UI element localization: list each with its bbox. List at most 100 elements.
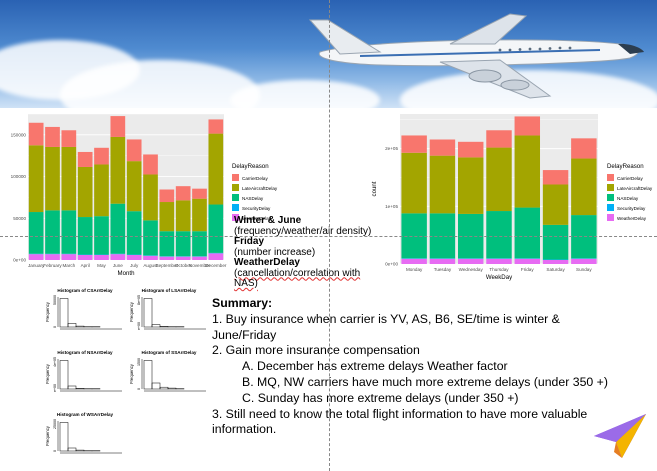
histogram-y-tick: 8e+05 bbox=[137, 295, 141, 305]
bar-segment-lateaircraftdelay bbox=[192, 198, 207, 232]
x-tick-label: September bbox=[156, 263, 179, 268]
bar-segment-carrierdelay bbox=[175, 186, 191, 201]
bar-segment-lateaircraftdelay bbox=[143, 174, 158, 221]
histogram-bar bbox=[75, 449, 85, 452]
guide-line-vertical bbox=[329, 0, 330, 471]
histogram-bar bbox=[59, 360, 69, 390]
bar-segment-lateaircraftdelay bbox=[514, 135, 541, 208]
histogram-lsarrdelay: Histogram of LSArrDelay0e+008e+050500100… bbox=[129, 288, 206, 330]
legend-swatch bbox=[232, 184, 239, 191]
legend-swatch bbox=[607, 214, 614, 221]
bar-segment-nasdelay bbox=[159, 231, 175, 257]
summary-item-2: 2. Gain more insurance compensation bbox=[212, 343, 420, 358]
x-tick-label: Tuesday bbox=[434, 267, 452, 272]
bar-segment-weatherdelay bbox=[175, 256, 191, 260]
histogram-bar bbox=[75, 325, 85, 328]
x-tick-label: August bbox=[143, 263, 158, 268]
summary-item-3: 3. Still need to know the total flight i… bbox=[212, 406, 588, 437]
bar-segment-weatherdelay bbox=[514, 258, 541, 264]
legend-label: CarrierDelay bbox=[242, 176, 268, 181]
bar-segment-weatherdelay bbox=[486, 258, 512, 264]
y-tick-label: 0e+00 bbox=[385, 262, 398, 267]
legend-swatch bbox=[232, 174, 239, 181]
histogram-bar bbox=[67, 447, 77, 452]
bar-segment-carrierdelay bbox=[571, 138, 597, 159]
bar-segment-weatherdelay bbox=[110, 254, 126, 260]
bar-segment-nasdelay bbox=[126, 211, 142, 255]
histogram-bar bbox=[59, 298, 69, 328]
summary-item-2a: A. December has extreme delays Weather f… bbox=[242, 359, 508, 374]
x-tick-label: Monday bbox=[406, 267, 423, 272]
bar-segment-weatherdelay bbox=[61, 254, 77, 260]
bar-segment-carrierdelay bbox=[126, 139, 142, 162]
histogram-y-tick: 0 bbox=[53, 450, 57, 452]
x-tick-label: Wednesday bbox=[459, 267, 484, 272]
legend-swatch bbox=[607, 174, 614, 181]
legend-swatch bbox=[232, 214, 239, 221]
annotation-friday: Friday bbox=[234, 236, 265, 247]
histogram-bar bbox=[67, 385, 77, 390]
bar-segment-weatherdelay bbox=[542, 259, 569, 264]
bar-segment-carrierdelay bbox=[77, 151, 93, 167]
bar-segment-weatherdelay bbox=[457, 258, 484, 264]
legend-swatch bbox=[232, 204, 239, 211]
bar-segment-nasdelay bbox=[28, 212, 44, 254]
bar-segment-carrierdelay bbox=[457, 141, 484, 158]
bar-segment-weatherdelay bbox=[401, 258, 427, 264]
legend-label: SecurityDelay bbox=[242, 206, 271, 211]
bar-segment-carrierdelay bbox=[45, 126, 60, 147]
legend-swatch bbox=[607, 184, 614, 191]
x-tick-label: Sunday bbox=[576, 267, 592, 272]
x-tick-label: Saturday bbox=[546, 267, 565, 272]
y-tick-label: 50000 bbox=[13, 216, 26, 221]
airplane-icon bbox=[308, 13, 644, 99]
annotation-winter: Winter & June bbox=[234, 215, 302, 226]
bar-segment-carrierdelay bbox=[429, 139, 456, 156]
histogram-title: Histogram of WSArrDelay bbox=[57, 412, 114, 417]
banner-sky bbox=[0, 0, 657, 108]
bar-segment-nasdelay bbox=[94, 216, 109, 255]
annotation-winter-note: (frequency/weather/air density) bbox=[234, 225, 372, 237]
histogram-y-tick: 0e+00 bbox=[53, 384, 57, 392]
y-tick-label: 0e+00 bbox=[13, 258, 26, 263]
legend-swatch bbox=[607, 194, 614, 201]
histogram-y-label: Frequency bbox=[129, 301, 134, 322]
histogram-bar bbox=[151, 324, 161, 328]
legend-label: LateAircraftDelay bbox=[617, 186, 653, 191]
plot-panel bbox=[28, 114, 224, 260]
bar-segment-weatherdelay bbox=[429, 258, 456, 264]
legend-label: LateAircraftDelay bbox=[242, 186, 278, 191]
bar-segment-nasdelay bbox=[208, 204, 224, 253]
histogram-bar bbox=[159, 326, 169, 328]
summary-item-2c: C. Sunday has more extreme delays (under… bbox=[242, 390, 519, 405]
bar-segment-weatherdelay bbox=[208, 253, 224, 260]
bar-segment-carrierdelay bbox=[514, 116, 541, 136]
histogram-bar bbox=[75, 388, 85, 390]
histogram-title: Histogram of NSArrDelay bbox=[57, 350, 113, 355]
bar-segment-weatherdelay bbox=[192, 256, 207, 260]
histogram-bar bbox=[67, 323, 77, 328]
bar-segment-lateaircraftdelay bbox=[457, 157, 484, 214]
bar-segment-nasdelay bbox=[77, 217, 93, 255]
bar-segment-weatherdelay bbox=[94, 254, 109, 260]
bar-segment-lateaircraftdelay bbox=[542, 184, 569, 225]
bar-segment-weatherdelay bbox=[571, 258, 597, 264]
annotation-weather-note: (cancellation/correlation with NAS) bbox=[234, 267, 361, 289]
legend-label: CarrierDelay bbox=[617, 176, 643, 181]
histogram-y-tick: 0e+00 bbox=[137, 322, 141, 330]
histogram-y-label: Frequency bbox=[45, 425, 50, 446]
x-tick-label: January bbox=[28, 263, 45, 268]
bar-segment-lateaircraftdelay bbox=[61, 146, 77, 211]
histogram-csarrdelay: Histogram of CSArrDelay05000005001000150… bbox=[45, 288, 122, 330]
x-tick-label: May bbox=[97, 263, 106, 268]
y-tick-label: 2e+05 bbox=[385, 146, 398, 151]
bar-segment-lateaircraftdelay bbox=[571, 158, 597, 216]
x-tick-label: November bbox=[189, 263, 211, 268]
legend-label: WeatherDelay bbox=[617, 216, 647, 221]
x-axis-label: Month bbox=[118, 270, 135, 277]
x-tick-label: June bbox=[113, 263, 123, 268]
histogram-bar bbox=[159, 386, 169, 390]
histogram-wsarrdelay: Histogram of WSArrDelay02500005001000150… bbox=[45, 412, 122, 454]
summary-title: Summary: bbox=[212, 296, 273, 310]
bar-segment-lateaircraftdelay bbox=[94, 164, 109, 217]
